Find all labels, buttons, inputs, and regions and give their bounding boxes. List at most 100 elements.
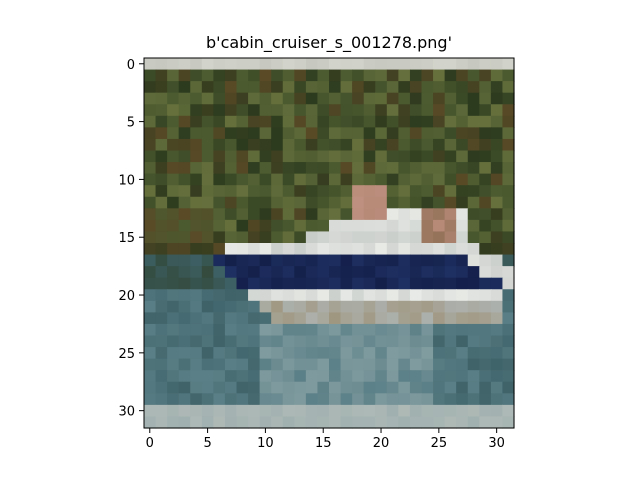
- image-pixel: [260, 70, 272, 82]
- image-pixel: [387, 185, 399, 197]
- image-pixel: [491, 243, 503, 255]
- image-pixel: [364, 416, 376, 428]
- image-pixel: [352, 405, 364, 417]
- image-pixel: [491, 151, 503, 163]
- image-pixel: [433, 162, 445, 174]
- image-pixel: [202, 151, 214, 163]
- image-pixel: [202, 416, 214, 428]
- image-pixel: [271, 370, 283, 382]
- image-pixel: [422, 301, 434, 313]
- image-pixel: [260, 231, 272, 243]
- image-pixel: [294, 393, 306, 405]
- image-pixel: [398, 81, 410, 93]
- image-pixel: [422, 93, 434, 105]
- image-pixel: [202, 278, 214, 290]
- image-pixel: [294, 127, 306, 139]
- image-pixel: [468, 139, 480, 151]
- image-pixel: [156, 289, 168, 301]
- image-pixel: [248, 347, 260, 359]
- image-pixel: [283, 289, 295, 301]
- image-pixel: [398, 347, 410, 359]
- image-pixel: [352, 382, 364, 394]
- image-pixel: [491, 197, 503, 209]
- image-pixel: [294, 81, 306, 93]
- image-pixel: [283, 370, 295, 382]
- image-pixel: [225, 70, 237, 82]
- image-pixel: [410, 324, 422, 336]
- image-pixel: [190, 312, 202, 324]
- image-pixel: [213, 347, 225, 359]
- image-pixel: [248, 220, 260, 232]
- image-pixel: [375, 416, 387, 428]
- image-pixel: [202, 370, 214, 382]
- image-pixel: [271, 58, 283, 70]
- image-pixel: [468, 127, 480, 139]
- image-pixel: [317, 243, 329, 255]
- image-pixel: [213, 220, 225, 232]
- image-pixel: [502, 336, 514, 348]
- image-pixel: [410, 127, 422, 139]
- image-pixel: [156, 174, 168, 186]
- image-pixel: [410, 289, 422, 301]
- image-pixel: [387, 289, 399, 301]
- image-pixel: [456, 243, 468, 255]
- image-pixel: [468, 231, 480, 243]
- image-pixel: [190, 393, 202, 405]
- image-pixel: [502, 393, 514, 405]
- image-pixel: [479, 243, 491, 255]
- image-pixel: [283, 104, 295, 116]
- image-pixel: [445, 266, 457, 278]
- image-pixel: [387, 336, 399, 348]
- image-pixel: [329, 312, 341, 324]
- y-tick-label: 0: [127, 58, 135, 73]
- image-pixel: [317, 393, 329, 405]
- image-pixel: [364, 162, 376, 174]
- image-pixel: [306, 312, 318, 324]
- image-pixel: [502, 243, 514, 255]
- image-pixel: [294, 151, 306, 163]
- image-pixel: [260, 312, 272, 324]
- image-pixel: [398, 116, 410, 128]
- image-pixel: [410, 162, 422, 174]
- image-pixel: [445, 301, 457, 313]
- image-pixel: [271, 243, 283, 255]
- image-pixel: [456, 336, 468, 348]
- image-pixel: [410, 151, 422, 163]
- image-pixel: [306, 266, 318, 278]
- image-pixel: [329, 243, 341, 255]
- image-pixel: [167, 405, 179, 417]
- image-pixel: [479, 197, 491, 209]
- image-pixel: [213, 324, 225, 336]
- image-pixel: [271, 174, 283, 186]
- image-pixel: [375, 162, 387, 174]
- image-pixel: [375, 104, 387, 116]
- image-pixel: [144, 416, 156, 428]
- image-pixel: [398, 312, 410, 324]
- image-pixel: [375, 393, 387, 405]
- image-pixel: [491, 208, 503, 220]
- x-axis-ticks: 0 5 10 15 20 25 30: [146, 428, 505, 451]
- image-pixel: [156, 370, 168, 382]
- image-pixel: [422, 405, 434, 417]
- image-pixel: [225, 416, 237, 428]
- chart-title: b'cabin_cruiser_s_001278.png': [206, 33, 452, 53]
- image-pixel: [317, 278, 329, 290]
- image-pixel: [445, 220, 457, 232]
- image-pixel: [156, 393, 168, 405]
- image-pixel: [271, 405, 283, 417]
- image-pixel: [468, 347, 480, 359]
- image-pixel: [433, 208, 445, 220]
- image-pixel: [271, 289, 283, 301]
- image-pixel: [491, 127, 503, 139]
- image-pixel: [468, 289, 480, 301]
- image-pixel: [225, 289, 237, 301]
- image-pixel: [479, 324, 491, 336]
- image-pixel: [167, 220, 179, 232]
- image-pixel: [352, 81, 364, 93]
- image-pixel: [422, 220, 434, 232]
- image-pixel: [283, 151, 295, 163]
- image-pixel: [456, 312, 468, 324]
- image-pixel: [502, 278, 514, 290]
- image-pixel: [375, 347, 387, 359]
- image-pixel: [237, 104, 249, 116]
